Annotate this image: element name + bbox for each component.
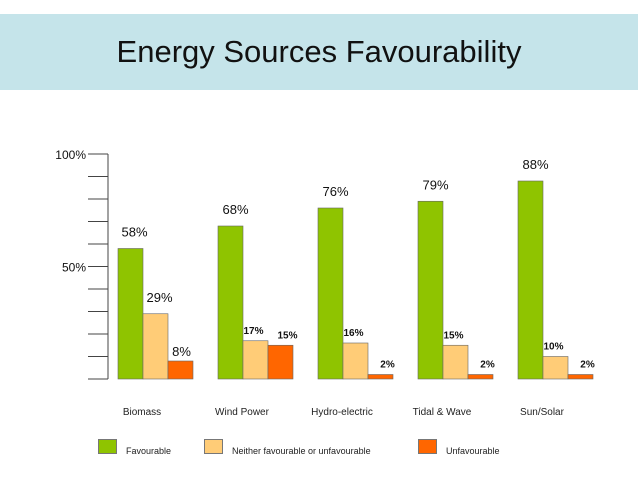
bar: [417, 200, 444, 380]
legend-label-favourable: Favourable: [126, 446, 172, 456]
legend-swatch-unfavourable: [418, 439, 437, 454]
bar: [342, 342, 369, 380]
data-label: 2%: [480, 360, 495, 371]
bar: [167, 360, 194, 380]
x-tick-label: Tidal & Wave: [413, 407, 472, 418]
legend-swatch-neutral: [204, 439, 223, 454]
bar: [117, 248, 144, 380]
data-label: 10%: [543, 342, 563, 353]
x-tick-label: Hydro-electric: [311, 407, 373, 418]
data-label: 79%: [422, 177, 448, 192]
data-label: 88%: [522, 157, 548, 172]
page-title: Energy Sources Favourability: [116, 34, 522, 69]
bar: [567, 374, 594, 380]
data-label: 16%: [343, 328, 363, 339]
bar: [242, 340, 269, 380]
bar: [367, 374, 394, 380]
legend-swatch-favourable: [98, 439, 117, 454]
bar: [542, 356, 569, 380]
legend-label-unfavourable: Unfavourable: [446, 446, 500, 456]
data-label: 2%: [580, 360, 595, 371]
data-label: 68%: [222, 202, 248, 217]
bar: [267, 344, 294, 380]
data-label: 17%: [243, 326, 263, 337]
bar: [217, 225, 244, 380]
bar: [517, 180, 544, 380]
data-label: 29%: [146, 290, 172, 305]
bar: [317, 207, 344, 380]
x-tick-label: Biomass: [123, 407, 161, 418]
bar: [142, 313, 169, 380]
legend-label-neutral: Neither favourable or unfavourable: [232, 446, 371, 456]
bar: [467, 374, 494, 380]
title-banner: Energy Sources Favourability: [0, 14, 638, 90]
data-label: 15%: [443, 330, 463, 341]
x-tick-label: Sun/Solar: [520, 407, 565, 418]
bar: [442, 344, 469, 380]
data-label: 15%: [277, 330, 297, 341]
data-label: 76%: [322, 184, 348, 199]
data-label: 58%: [121, 225, 147, 240]
x-tick-label: Wind Power: [215, 407, 270, 418]
y-tick-label: 50%: [62, 261, 86, 275]
data-label: 2%: [380, 360, 395, 371]
data-label: 8%: [172, 344, 191, 359]
y-tick-label: 100%: [55, 148, 86, 162]
